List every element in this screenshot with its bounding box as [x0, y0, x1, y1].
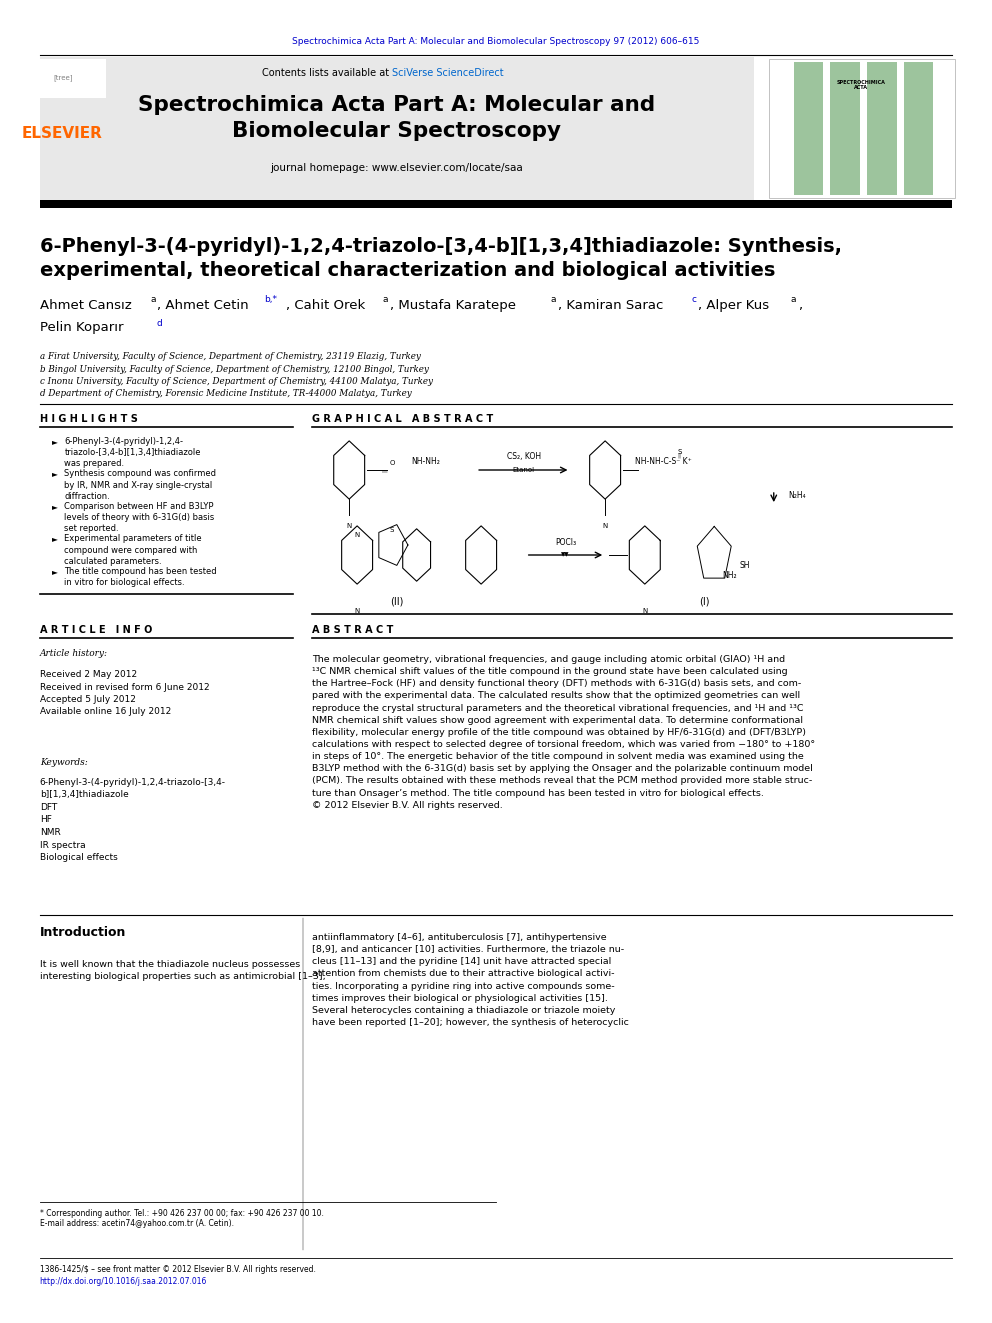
Bar: [904, 62, 933, 194]
Text: The molecular geometry, vibrational frequencies, and gauge including atomic orbi: The molecular geometry, vibrational freq…: [312, 655, 815, 810]
Text: E-mail address: acetin74@yahoo.com.tr (A. Cetin).: E-mail address: acetin74@yahoo.com.tr (A…: [40, 1220, 234, 1229]
Text: Contents lists available at: Contents lists available at: [262, 67, 392, 78]
Bar: [40, 200, 952, 208]
Text: c Inonu University, Faculty of Science, Department of Chemistry, 44100 Malatya, : c Inonu University, Faculty of Science, …: [40, 377, 433, 385]
Text: ||: ||: [678, 452, 682, 458]
Text: antiinflammatory [4–6], antituberculosis [7], antihypertensive
[8,9], and antica: antiinflammatory [4–6], antituberculosis…: [312, 933, 629, 1027]
Text: 6-Phenyl-3-(4-pyridyl)-1,2,4-triazolo-[3,4-
b][1,3,4]thiadiazole
DFT
HF
NMR
IR s: 6-Phenyl-3-(4-pyridyl)-1,2,4-triazolo-[3…: [40, 778, 226, 863]
Text: N₂H₄: N₂H₄: [789, 491, 806, 500]
Text: [tree]: [tree]: [54, 74, 73, 82]
Text: http://dx.doi.org/10.1016/j.saa.2012.07.016: http://dx.doi.org/10.1016/j.saa.2012.07.…: [40, 1277, 207, 1286]
Text: d: d: [157, 319, 163, 328]
Text: 6-Phenyl-3-(4-pyridyl)-1,2,4-
triazolo-[3,4-b][1,3,4]thiadiazole
was prepared.: 6-Phenyl-3-(4-pyridyl)-1,2,4- triazolo-[…: [64, 437, 201, 468]
Text: SPECTROCHIMICA
ACTA: SPECTROCHIMICA ACTA: [836, 79, 886, 90]
Text: 6-Phenyl-3-(4-pyridyl)-1,2,4-triazolo-[3,4-b][1,3,4]thiadiazole: Synthesis,: 6-Phenyl-3-(4-pyridyl)-1,2,4-triazolo-[3…: [40, 238, 841, 257]
Text: a: a: [151, 295, 157, 304]
Text: ▼▼: ▼▼: [561, 553, 569, 557]
Text: N: N: [602, 523, 608, 529]
Bar: [769, 60, 955, 198]
Text: journal homepage: www.elsevier.com/locate/saa: journal homepage: www.elsevier.com/locat…: [271, 163, 523, 173]
Text: Etanol: Etanol: [513, 467, 535, 474]
Text: N: N: [354, 532, 360, 538]
Text: Experimental parameters of title
compound were compared with
calculated paramete: Experimental parameters of title compoun…: [64, 534, 202, 566]
Text: Introduction: Introduction: [40, 926, 126, 939]
Text: It is well known that the thiadiazole nucleus possesses
interesting biological p: It is well known that the thiadiazole nu…: [40, 960, 325, 982]
Text: Pelin Koparır: Pelin Koparır: [40, 321, 123, 335]
Text: ►: ►: [52, 501, 58, 511]
Text: S: S: [678, 448, 682, 455]
Text: Article history:: Article history:: [40, 648, 108, 658]
Text: b,*: b,*: [264, 295, 277, 304]
Bar: [867, 62, 897, 194]
Text: Ahmet Cansız: Ahmet Cansız: [40, 299, 131, 311]
Text: ELSEVIER: ELSEVIER: [22, 126, 103, 140]
Text: CS₂, KOH: CS₂, KOH: [507, 452, 541, 462]
Text: Comparison between HF and B3LYP
levels of theory with 6-31G(d) basis
set reporte: Comparison between HF and B3LYP levels o…: [64, 501, 214, 533]
Text: G R A P H I C A L   A B S T R A C T: G R A P H I C A L A B S T R A C T: [312, 414, 494, 423]
Bar: [22, 60, 106, 98]
Text: Spectrochimica Acta Part A: Molecular and
Biomolecular Spectroscopy: Spectrochimica Acta Part A: Molecular an…: [138, 95, 656, 140]
Text: (I): (I): [699, 597, 709, 607]
Text: d Department of Chemistry, Forensic Medicine Institute, TR-44000 Malatya, Turkey: d Department of Chemistry, Forensic Medi…: [40, 389, 412, 397]
Text: ►: ►: [52, 568, 58, 576]
Text: , Kamiran Sarac: , Kamiran Sarac: [558, 299, 663, 311]
Text: experimental, theoretical characterization and biological activities: experimental, theoretical characterizati…: [40, 262, 775, 280]
Text: SH: SH: [739, 561, 750, 569]
Text: a: a: [383, 295, 389, 304]
Text: A B S T R A C T: A B S T R A C T: [312, 624, 394, 635]
Text: c: c: [691, 295, 696, 304]
Text: NH₂: NH₂: [722, 570, 736, 579]
Text: NH-NH₂: NH-NH₂: [412, 458, 440, 467]
Text: ||: ||: [382, 468, 388, 472]
Text: , Ahmet Cetin: , Ahmet Cetin: [157, 299, 248, 311]
Text: POCl₃: POCl₃: [555, 538, 576, 548]
Text: , Mustafa Karatepe: , Mustafa Karatepe: [390, 299, 516, 311]
Text: NH-NH-C-S⁻ K⁺: NH-NH-C-S⁻ K⁺: [635, 458, 691, 467]
Text: H I G H L I G H T S: H I G H L I G H T S: [40, 414, 138, 423]
Text: O: O: [390, 460, 395, 467]
Text: b Bingol University, Faculty of Science, Department of Chemistry, 12100 Bingol, : b Bingol University, Faculty of Science,…: [40, 365, 429, 373]
Text: 1386-1425/$ – see front matter © 2012 Elsevier B.V. All rights reserved.: 1386-1425/$ – see front matter © 2012 El…: [40, 1266, 315, 1274]
Text: ,: ,: [798, 299, 802, 311]
Text: * Corresponding author. Tel.: +90 426 237 00 00; fax: +90 426 237 00 10.: * Corresponding author. Tel.: +90 426 23…: [40, 1208, 323, 1217]
Text: a: a: [791, 295, 797, 304]
Bar: [40, 57, 754, 200]
Text: S: S: [390, 527, 394, 533]
Text: Keywords:: Keywords:: [40, 758, 87, 766]
Text: SciVerse ScienceDirect: SciVerse ScienceDirect: [392, 67, 504, 78]
Text: ►: ►: [52, 534, 58, 544]
Text: N: N: [354, 609, 360, 614]
Text: ►: ►: [52, 437, 58, 446]
Text: The title compound has been tested
in vitro for biological effects.: The title compound has been tested in vi…: [64, 568, 217, 587]
Text: (II): (II): [390, 597, 404, 607]
Text: Synthesis compound was confirmed
by IR, NMR and X-ray single-crystal
diffraction: Synthesis compound was confirmed by IR, …: [64, 470, 216, 500]
Text: N: N: [346, 523, 352, 529]
Bar: [794, 62, 823, 194]
Text: N: N: [642, 609, 648, 614]
Text: a Firat University, Faculty of Science, Department of Chemistry, 23119 Elazig, T: a Firat University, Faculty of Science, …: [40, 352, 421, 361]
Text: ►: ►: [52, 470, 58, 479]
Text: Received 2 May 2012
Received in revised form 6 June 2012
Accepted 5 July 2012
Av: Received 2 May 2012 Received in revised …: [40, 669, 209, 717]
Text: A R T I C L E   I N F O: A R T I C L E I N F O: [40, 624, 152, 635]
Bar: [830, 62, 860, 194]
Text: , Cahit Orek: , Cahit Orek: [286, 299, 365, 311]
Text: a: a: [551, 295, 557, 304]
Text: Spectrochimica Acta Part A: Molecular and Biomolecular Spectroscopy 97 (2012) 60: Spectrochimica Acta Part A: Molecular an…: [293, 37, 699, 46]
Text: , Alper Kus: , Alper Kus: [698, 299, 770, 311]
